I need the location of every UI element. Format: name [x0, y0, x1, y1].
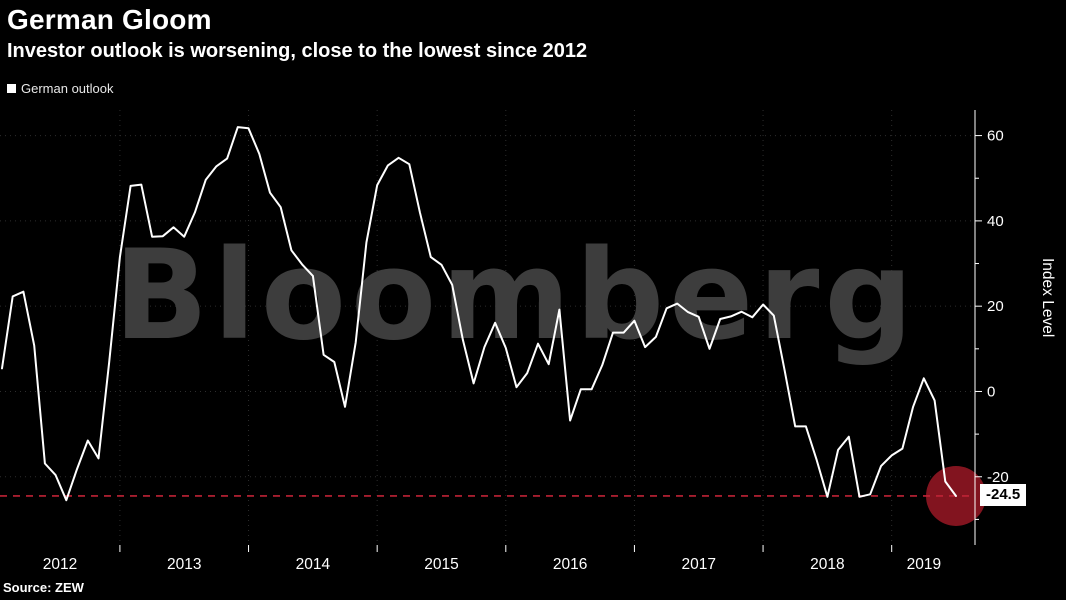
watermark-text: Bloomberg [114, 224, 918, 368]
y-tick-label: 20 [987, 298, 1004, 315]
legend-label-german-outlook: German outlook [21, 81, 114, 96]
legend: German outlook [7, 81, 114, 96]
x-tick-label-year: 2019 [907, 556, 941, 573]
y-axis-title: Index Level [1039, 258, 1056, 338]
chart-subtitle: Investor outlook is worsening, close to … [7, 40, 588, 62]
source-attribution: Source: ZEW [3, 580, 84, 595]
x-axis: 2012 2013 2014 2015 2016 2017 2018 2019 [43, 545, 941, 573]
last-value-badge: -24.5 [980, 484, 1027, 506]
y-tick-label: -20 [987, 469, 1009, 486]
y-tick-label: 60 [987, 128, 1004, 145]
x-tick-label-year: 2017 [681, 556, 715, 573]
x-tick-label-year: 2014 [296, 556, 331, 573]
x-tick-label-year: 2015 [424, 556, 458, 573]
y-tick-label: 40 [987, 213, 1004, 230]
x-tick-label-year: 2013 [167, 556, 201, 573]
series-line-german-outlook [1, 126, 957, 502]
legend-marker-square-icon [7, 84, 16, 93]
watermark: Bloomberg [114, 224, 918, 368]
y-tick-label: 0 [987, 383, 995, 400]
x-tick-label-year: 2016 [553, 556, 587, 573]
chart-title: German Gloom [7, 4, 212, 35]
series [1, 126, 957, 502]
x-tick-label-year: 2012 [43, 556, 77, 573]
x-tick-label-year: 2018 [810, 556, 844, 573]
y-axis: 60 40 20 0 -20 [974, 110, 1009, 545]
